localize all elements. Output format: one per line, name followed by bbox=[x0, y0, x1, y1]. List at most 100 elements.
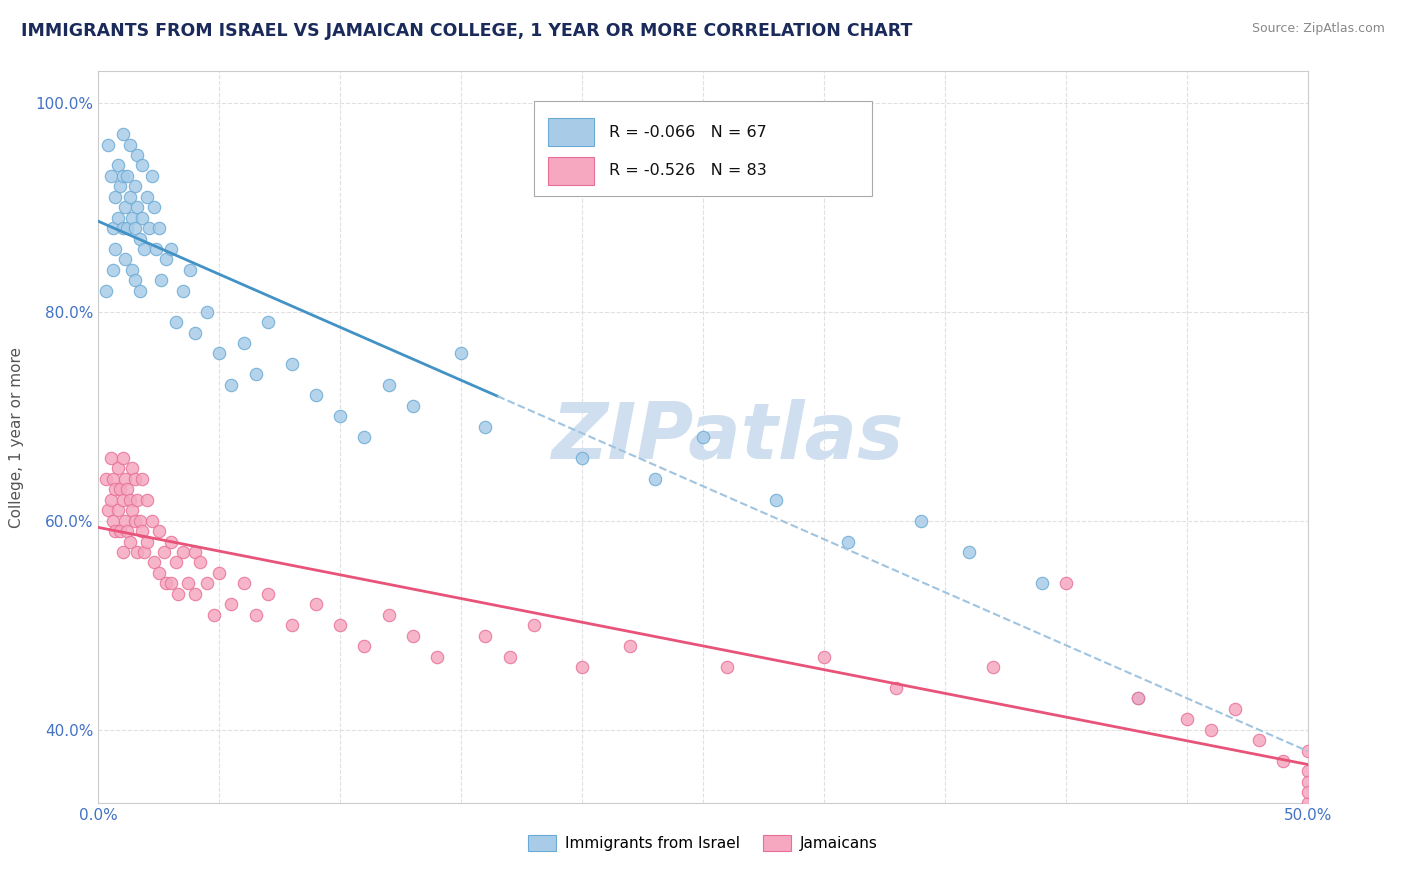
Point bbox=[571, 450, 593, 465]
Point bbox=[128, 284, 150, 298]
Point bbox=[135, 534, 157, 549]
Point bbox=[1054, 576, 1077, 591]
Point bbox=[1296, 775, 1319, 789]
Point bbox=[111, 450, 134, 465]
Point bbox=[104, 483, 127, 497]
Point bbox=[402, 399, 425, 413]
Point bbox=[167, 587, 190, 601]
Y-axis label: College, 1 year or more: College, 1 year or more bbox=[10, 347, 24, 527]
Point bbox=[195, 576, 218, 591]
Point bbox=[150, 273, 173, 287]
Point bbox=[145, 242, 167, 256]
Point bbox=[353, 430, 375, 444]
Point bbox=[134, 242, 156, 256]
Point bbox=[221, 597, 243, 611]
Point bbox=[377, 607, 399, 622]
Point bbox=[128, 231, 150, 245]
Point bbox=[765, 492, 787, 507]
Point bbox=[426, 649, 449, 664]
Point bbox=[104, 524, 127, 538]
Point bbox=[886, 681, 908, 695]
Point bbox=[160, 242, 183, 256]
Point bbox=[1296, 785, 1319, 799]
Point bbox=[152, 545, 174, 559]
Point bbox=[957, 545, 980, 559]
Point bbox=[121, 263, 143, 277]
Point bbox=[256, 587, 278, 601]
Point bbox=[1199, 723, 1222, 737]
Point bbox=[1296, 764, 1319, 779]
Point bbox=[111, 169, 134, 183]
Point bbox=[118, 137, 141, 152]
Point bbox=[1031, 576, 1053, 591]
Point bbox=[127, 200, 149, 214]
Text: R = -0.526   N = 83: R = -0.526 N = 83 bbox=[609, 163, 766, 178]
Point bbox=[172, 545, 194, 559]
Point bbox=[100, 450, 122, 465]
Point bbox=[124, 472, 146, 486]
Point bbox=[165, 315, 187, 329]
Point bbox=[402, 629, 425, 643]
Point bbox=[121, 211, 143, 225]
Point bbox=[138, 221, 160, 235]
Point bbox=[108, 179, 131, 194]
Point bbox=[118, 190, 141, 204]
FancyBboxPatch shape bbox=[548, 118, 595, 146]
Point bbox=[1128, 691, 1150, 706]
Point bbox=[101, 514, 124, 528]
Point bbox=[305, 388, 328, 402]
Point bbox=[208, 346, 231, 360]
Point bbox=[474, 419, 496, 434]
Legend: Immigrants from Israel, Jamaicans: Immigrants from Israel, Jamaicans bbox=[522, 830, 884, 857]
Point bbox=[111, 492, 134, 507]
Point bbox=[117, 221, 139, 235]
Point bbox=[121, 461, 143, 475]
Point bbox=[644, 472, 666, 486]
Point bbox=[195, 304, 218, 318]
Point bbox=[148, 524, 170, 538]
Point bbox=[981, 660, 1004, 674]
Point bbox=[135, 190, 157, 204]
Point bbox=[148, 566, 170, 580]
Point bbox=[281, 357, 304, 371]
Point bbox=[131, 158, 153, 172]
Point bbox=[160, 534, 183, 549]
Point bbox=[910, 514, 932, 528]
Point bbox=[353, 639, 375, 653]
Point bbox=[111, 221, 134, 235]
Point bbox=[141, 514, 163, 528]
Point bbox=[131, 211, 153, 225]
Point bbox=[114, 200, 136, 214]
Point bbox=[107, 211, 129, 225]
Point bbox=[124, 514, 146, 528]
Point bbox=[127, 148, 149, 162]
Point bbox=[114, 514, 136, 528]
Point bbox=[117, 483, 139, 497]
Text: IMMIGRANTS FROM ISRAEL VS JAMAICAN COLLEGE, 1 YEAR OR MORE CORRELATION CHART: IMMIGRANTS FROM ISRAEL VS JAMAICAN COLLE… bbox=[21, 22, 912, 40]
Point bbox=[1296, 796, 1319, 810]
Point bbox=[221, 377, 243, 392]
Point bbox=[716, 660, 738, 674]
Point bbox=[104, 242, 127, 256]
Point bbox=[1296, 743, 1319, 757]
Point bbox=[127, 492, 149, 507]
Point bbox=[108, 483, 131, 497]
Point bbox=[118, 534, 141, 549]
Point bbox=[172, 284, 194, 298]
Point bbox=[1128, 691, 1150, 706]
Point bbox=[97, 503, 120, 517]
Point bbox=[155, 576, 177, 591]
Point bbox=[134, 545, 156, 559]
Point bbox=[121, 503, 143, 517]
Point bbox=[131, 472, 153, 486]
Point bbox=[124, 273, 146, 287]
Point bbox=[474, 629, 496, 643]
Point bbox=[184, 326, 207, 340]
FancyBboxPatch shape bbox=[548, 157, 595, 185]
Point bbox=[127, 545, 149, 559]
Point bbox=[305, 597, 328, 611]
Point bbox=[94, 284, 117, 298]
Point bbox=[111, 127, 134, 141]
Point bbox=[523, 618, 546, 632]
Point bbox=[813, 649, 835, 664]
